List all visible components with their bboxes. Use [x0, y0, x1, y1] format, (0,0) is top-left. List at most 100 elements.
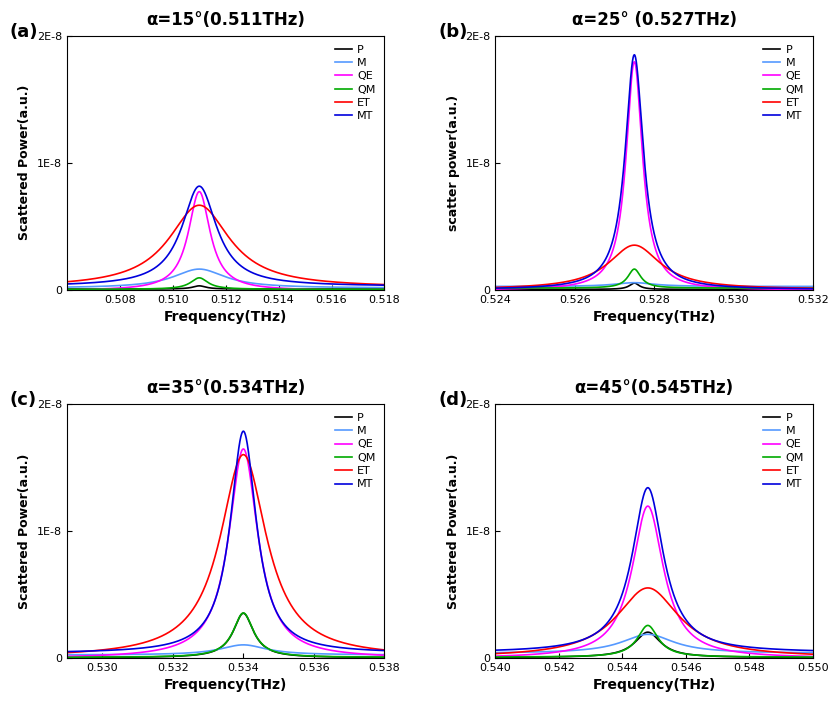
- QM: [490, 284, 500, 292]
- Legend: P, M, QE, QM, ET, MT: P, M, QE, QM, ET, MT: [760, 410, 807, 493]
- QE: [636, 518, 646, 526]
- QE: [490, 652, 500, 661]
- ET: [62, 649, 72, 657]
- P: [799, 285, 809, 294]
- Line: ET: ET: [495, 588, 813, 654]
- M: [78, 651, 88, 659]
- Line: QE: QE: [67, 449, 385, 656]
- QM: [645, 622, 655, 631]
- ET: [507, 649, 517, 657]
- QM: [370, 653, 380, 661]
- QM: [78, 285, 88, 293]
- QE: [799, 652, 809, 661]
- Line: QM: QM: [495, 626, 813, 657]
- MT: [216, 573, 226, 581]
- P: [380, 285, 390, 293]
- ET: [490, 283, 500, 292]
- MT: [62, 280, 72, 288]
- Line: QM: QM: [495, 269, 813, 288]
- QM: [741, 652, 751, 661]
- QM: [741, 284, 751, 292]
- QE: [370, 651, 380, 659]
- MT: [645, 485, 655, 494]
- Line: M: M: [67, 645, 385, 655]
- QM: [370, 653, 380, 661]
- ET: [370, 645, 380, 654]
- ET: [370, 644, 380, 653]
- P: [490, 653, 500, 661]
- M: [208, 268, 218, 277]
- QE: [62, 652, 72, 661]
- P: [312, 285, 322, 293]
- ET: [208, 211, 218, 220]
- M: [507, 648, 517, 656]
- QE: [62, 285, 72, 294]
- P: [637, 282, 647, 291]
- M: [370, 283, 380, 292]
- QE: [370, 285, 380, 294]
- Line: ET: ET: [67, 205, 385, 285]
- M: [645, 280, 655, 288]
- M: [629, 278, 639, 287]
- ET: [208, 560, 218, 568]
- P: [312, 652, 322, 661]
- P: [78, 653, 88, 661]
- M: [643, 630, 653, 638]
- M: [78, 282, 88, 291]
- QM: [636, 628, 646, 636]
- QM: [208, 647, 218, 656]
- P: [636, 631, 646, 640]
- QM: [637, 273, 647, 282]
- QE: [808, 652, 818, 661]
- P: [645, 628, 655, 637]
- QE: [78, 651, 88, 660]
- MT: [380, 281, 390, 290]
- QM: [62, 285, 72, 293]
- QE: [78, 285, 88, 294]
- Line: P: P: [495, 632, 813, 657]
- QE: [507, 651, 517, 660]
- QE: [645, 503, 655, 512]
- P: [370, 285, 380, 293]
- MT: [78, 279, 88, 287]
- Text: (c): (c): [10, 391, 37, 409]
- QM: [808, 653, 818, 661]
- P: [507, 653, 517, 661]
- QM: [799, 653, 809, 661]
- MT: [490, 284, 500, 292]
- MT: [636, 500, 646, 509]
- Line: ET: ET: [67, 455, 385, 653]
- MT: [370, 646, 380, 654]
- P: [799, 653, 809, 661]
- ET: [216, 223, 226, 232]
- QM: [808, 284, 818, 292]
- QM: [194, 274, 204, 282]
- ET: [78, 647, 88, 656]
- QM: [799, 653, 809, 661]
- Line: M: M: [495, 634, 813, 653]
- ET: [370, 280, 380, 289]
- M: [507, 282, 517, 290]
- ET: [370, 280, 380, 289]
- ET: [643, 583, 653, 592]
- M: [741, 282, 751, 290]
- P: [370, 653, 380, 661]
- ET: [380, 280, 390, 289]
- MT: [238, 427, 248, 435]
- M: [370, 283, 380, 292]
- QM: [645, 280, 655, 289]
- MT: [380, 646, 390, 655]
- P: [490, 285, 500, 294]
- M: [312, 282, 322, 291]
- M: [799, 649, 809, 657]
- M: [62, 651, 72, 659]
- M: [370, 650, 380, 659]
- QM: [507, 653, 517, 661]
- QM: [629, 265, 639, 273]
- M: [238, 641, 248, 649]
- MT: [741, 642, 751, 651]
- P: [643, 628, 653, 636]
- ET: [380, 646, 390, 654]
- ET: [62, 277, 72, 286]
- MT: [808, 285, 818, 293]
